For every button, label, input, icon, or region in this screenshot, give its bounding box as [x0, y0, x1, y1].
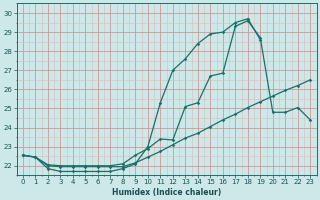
X-axis label: Humidex (Indice chaleur): Humidex (Indice chaleur) [112, 188, 221, 197]
